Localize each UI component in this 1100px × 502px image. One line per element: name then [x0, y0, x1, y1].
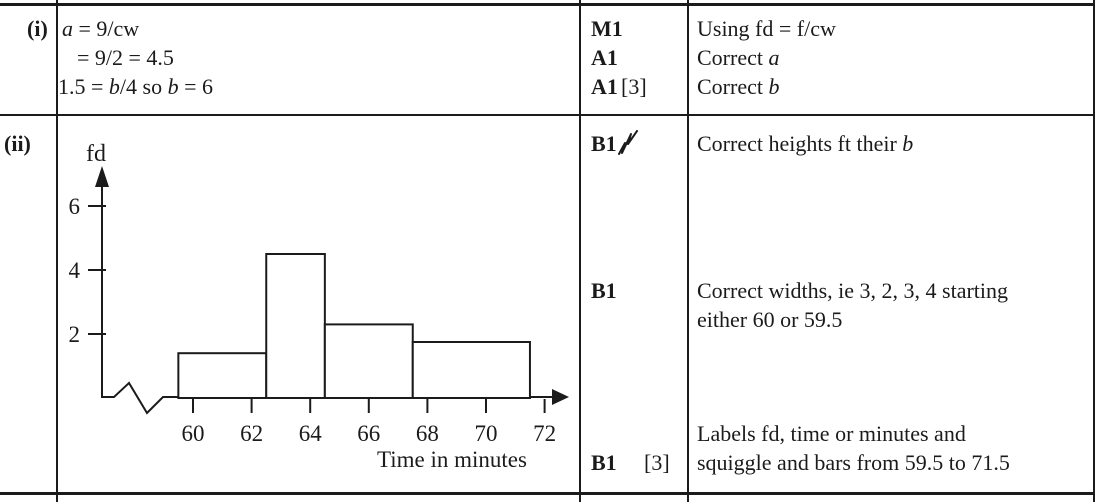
- mark-code-A1: A1: [591, 74, 618, 99]
- part-i-working-line-2: = 9/2 = 4.5: [77, 45, 174, 70]
- mark-code-M1: M1: [591, 16, 623, 41]
- x-axis-with-break-squiggle: [102, 381, 556, 415]
- comment: either 60 or 59.5: [697, 307, 843, 332]
- x-tick-label: 72: [533, 421, 556, 446]
- row-divider-top: [0, 3, 1095, 6]
- x-axis-arrowhead: [552, 389, 569, 405]
- mark-total: [3]: [621, 74, 647, 99]
- comment-text: Correct: [697, 45, 769, 70]
- working-text: /4 so: [119, 74, 168, 99]
- working-text: = 9/cw: [73, 16, 140, 41]
- working-text: = 6: [178, 74, 214, 99]
- column-divider-part: [56, 0, 58, 502]
- column-divider-comments: [687, 0, 689, 502]
- y-tick-label: 4: [69, 258, 81, 283]
- x-tick-label: 68: [416, 421, 439, 446]
- x-tick-label: 70: [475, 421, 498, 446]
- variable-b: b: [768, 74, 780, 99]
- x-tick-label: 64: [299, 421, 323, 446]
- y-tick-label: 6: [69, 194, 81, 219]
- x-tick-label: 60: [182, 421, 205, 446]
- histogram-bar-2: [265, 253, 326, 399]
- x-tick-label: 62: [240, 421, 263, 446]
- histogram-bar-4: [411, 341, 531, 399]
- y-axis-label: fd: [86, 141, 106, 167]
- table-border-right: [1093, 0, 1095, 502]
- variable-b: b: [902, 131, 914, 156]
- mark-code-B1-ft: B1: [591, 131, 617, 156]
- comment: Labels fd, time or minutes and: [697, 421, 966, 446]
- histogram-bar-1: [177, 352, 268, 400]
- comment: squiggle and bars from 59.5 to 71.5: [697, 450, 1010, 475]
- y-tick-label: 2: [69, 322, 81, 347]
- variable-a: a: [62, 16, 73, 41]
- histogram-bar-3: [323, 323, 414, 399]
- x-axis-label: Time in minutes: [377, 447, 527, 472]
- working-text: 1.5 =: [58, 74, 109, 99]
- follow-through-squiggle-tick-icon: [618, 130, 638, 155]
- comment: Correct widths, ie 3, 2, 3, 4 starting: [697, 278, 1009, 303]
- comment: Correct heights ft their b: [697, 131, 913, 157]
- comment: Correct a: [697, 45, 779, 71]
- part-i-working-line-3: 1.5 = b/4 so b = 6: [58, 74, 213, 100]
- row-divider-middle: [0, 114, 1095, 116]
- mark-code-B1: B1: [591, 450, 617, 475]
- mark-code-B1: B1: [591, 278, 617, 303]
- comment: Using fd = f/cw: [697, 16, 836, 41]
- y-axis-arrowhead: [95, 166, 109, 187]
- variable-b: b: [108, 74, 120, 99]
- variable-a: a: [768, 45, 780, 70]
- part-i-working-line-1: a = 9/cw: [62, 16, 139, 42]
- mark-code-A1: A1: [591, 45, 618, 70]
- column-divider-marks: [579, 0, 581, 502]
- mark-total: [3]: [644, 450, 670, 475]
- variable-b: b: [167, 74, 179, 99]
- x-tick-label: 66: [357, 421, 380, 446]
- part-ii-label: (ii): [4, 131, 31, 156]
- comment-text: Correct: [697, 74, 769, 99]
- comment: Correct b: [697, 74, 779, 100]
- part-i-label: (i): [27, 16, 48, 41]
- row-divider-bottom: [0, 492, 1095, 495]
- comment-text: Correct heights ft their: [697, 131, 903, 156]
